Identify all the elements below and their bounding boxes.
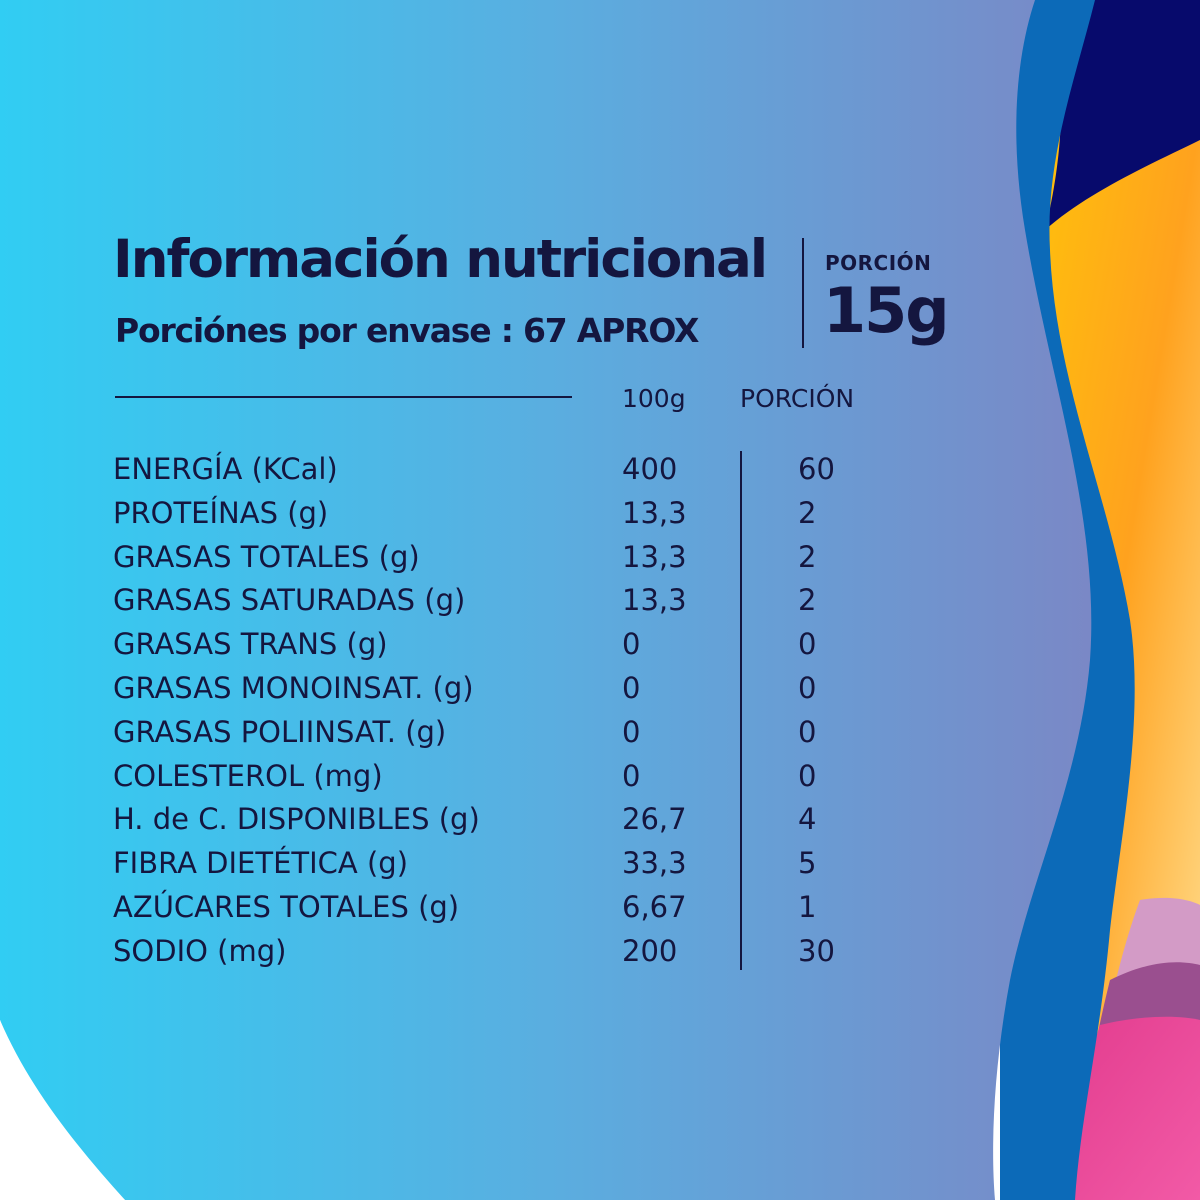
table-row: GRASAS POLIINSAT. (g) 0 0 <box>0 711 1000 755</box>
servings-per-package: Porciónes por envase : 67 APROX <box>115 308 699 354</box>
table-row: ENERGÍA (KCal) 400 60 <box>0 448 1000 492</box>
per-100g-value: 26,7 <box>622 802 687 837</box>
nutrition-table: ENERGÍA (KCal) 400 60 PROTEÍNAS (g) 13,3 2 G… <box>0 448 1000 974</box>
per-100g-value: 33,3 <box>622 846 687 881</box>
per-portion-value: 0 <box>798 627 817 662</box>
per-portion-value: 2 <box>798 583 817 618</box>
per-portion-value: 30 <box>798 933 835 968</box>
portion-size: 15g <box>823 274 950 347</box>
column-header-100g: 100g <box>622 384 686 413</box>
per-100g-value: 13,3 <box>622 539 687 574</box>
per-portion-value: 2 <box>798 539 817 574</box>
nutrient-name: GRASAS MONOINSAT. (g) <box>113 670 474 705</box>
per-100g-value: 0 <box>622 758 641 793</box>
table-rule <box>115 396 572 398</box>
nutrient-name: COLESTEROL (mg) <box>113 758 383 793</box>
per-100g-value: 6,67 <box>622 889 687 924</box>
table-row: AZÚCARES TOTALES (g) 6,67 1 <box>0 886 1000 930</box>
nutrient-name: GRASAS SATURADAS (g) <box>113 583 466 618</box>
per-100g-value: 13,3 <box>622 583 687 618</box>
nutrient-name: AZÚCARES TOTALES (g) <box>113 889 460 924</box>
table-row: PROTEÍNAS (g) 13,3 2 <box>0 492 1000 536</box>
column-header-portion: PORCIÓN <box>740 384 855 413</box>
header-divider <box>802 238 804 348</box>
per-portion-value: 60 <box>798 452 835 486</box>
per-100g-value: 0 <box>622 670 641 705</box>
per-portion-value: 4 <box>798 802 817 837</box>
table-row: SODIO (mg) 200 30 <box>0 930 1000 974</box>
per-portion-value: 0 <box>798 758 817 793</box>
column-divider <box>740 451 742 970</box>
table-row: GRASAS TOTALES (g) 13,3 2 <box>0 536 1000 580</box>
nutrient-name: ENERGÍA (KCal) <box>113 452 338 486</box>
nutrient-name: PROTEÍNAS (g) <box>113 495 329 530</box>
nutrient-name: H. de C. DISPONIBLES (g) <box>113 802 480 837</box>
nutrient-name: FIBRA DIETÉTICA (g) <box>113 846 409 881</box>
per-100g-value: 200 <box>622 933 678 968</box>
nutrition-title: Información nutricional <box>113 229 768 290</box>
portion-label: PORCIÓN <box>825 251 932 275</box>
nutrient-name: GRASAS TOTALES (g) <box>113 539 420 574</box>
per-portion-value: 0 <box>798 670 817 705</box>
nutrient-name: GRASAS POLIINSAT. (g) <box>113 714 447 749</box>
per-portion-value: 2 <box>798 495 817 530</box>
table-row: FIBRA DIETÉTICA (g) 33,3 5 <box>0 842 1000 886</box>
table-row: COLESTEROL (mg) 0 0 <box>0 755 1000 799</box>
table-row: GRASAS MONOINSAT. (g) 0 0 <box>0 667 1000 711</box>
servings-label: Porciónes por envase : <box>115 311 514 350</box>
per-portion-value: 1 <box>798 889 817 924</box>
per-100g-value: 0 <box>622 714 641 749</box>
per-100g-value: 13,3 <box>622 495 687 530</box>
nutrient-name: GRASAS TRANS (g) <box>113 627 388 662</box>
per-portion-value: 5 <box>798 846 817 881</box>
table-row: GRASAS TRANS (g) 0 0 <box>0 623 1000 667</box>
per-100g-value: 400 <box>622 452 678 486</box>
per-portion-value: 0 <box>798 714 817 749</box>
nutrient-name: SODIO (mg) <box>113 933 287 968</box>
table-row: GRASAS SATURADAS (g) 13,3 2 <box>0 579 1000 623</box>
per-100g-value: 0 <box>622 627 641 662</box>
table-row: H. de C. DISPONIBLES (g) 26,7 4 <box>0 798 1000 842</box>
servings-value: 67 APROX <box>523 311 699 350</box>
